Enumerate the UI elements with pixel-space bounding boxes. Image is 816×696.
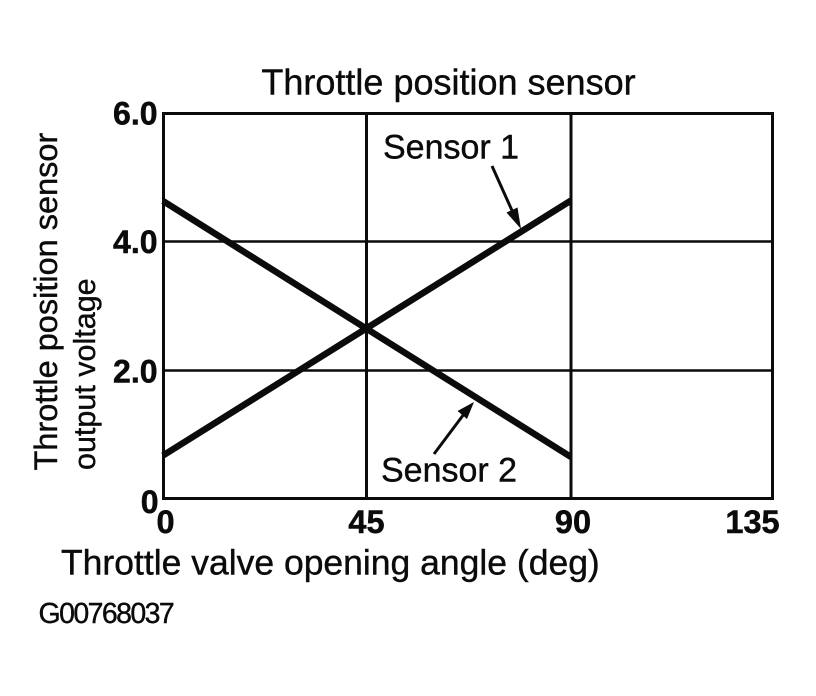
svg-text:4.0: 4.0	[113, 224, 157, 260]
svg-text:0: 0	[156, 504, 174, 540]
svg-text:Throttle position sensor: Throttle position sensor	[28, 133, 64, 471]
svg-text:G00768037: G00768037	[39, 598, 174, 630]
svg-text:Throttle position sensor: Throttle position sensor	[261, 62, 635, 103]
svg-text:45: 45	[348, 504, 384, 540]
svg-text:90: 90	[555, 504, 591, 540]
svg-text:135: 135	[725, 504, 779, 540]
svg-text:Sensor 1: Sensor 1	[383, 129, 519, 167]
svg-text:Sensor 2: Sensor 2	[381, 452, 517, 490]
svg-text:output voltage: output voltage	[68, 278, 102, 470]
svg-text:2.0: 2.0	[113, 354, 157, 390]
svg-text:0: 0	[141, 484, 159, 520]
svg-text:Throttle valve opening angle (: Throttle valve opening angle (deg)	[61, 543, 600, 583]
svg-text:6.0: 6.0	[113, 96, 157, 132]
